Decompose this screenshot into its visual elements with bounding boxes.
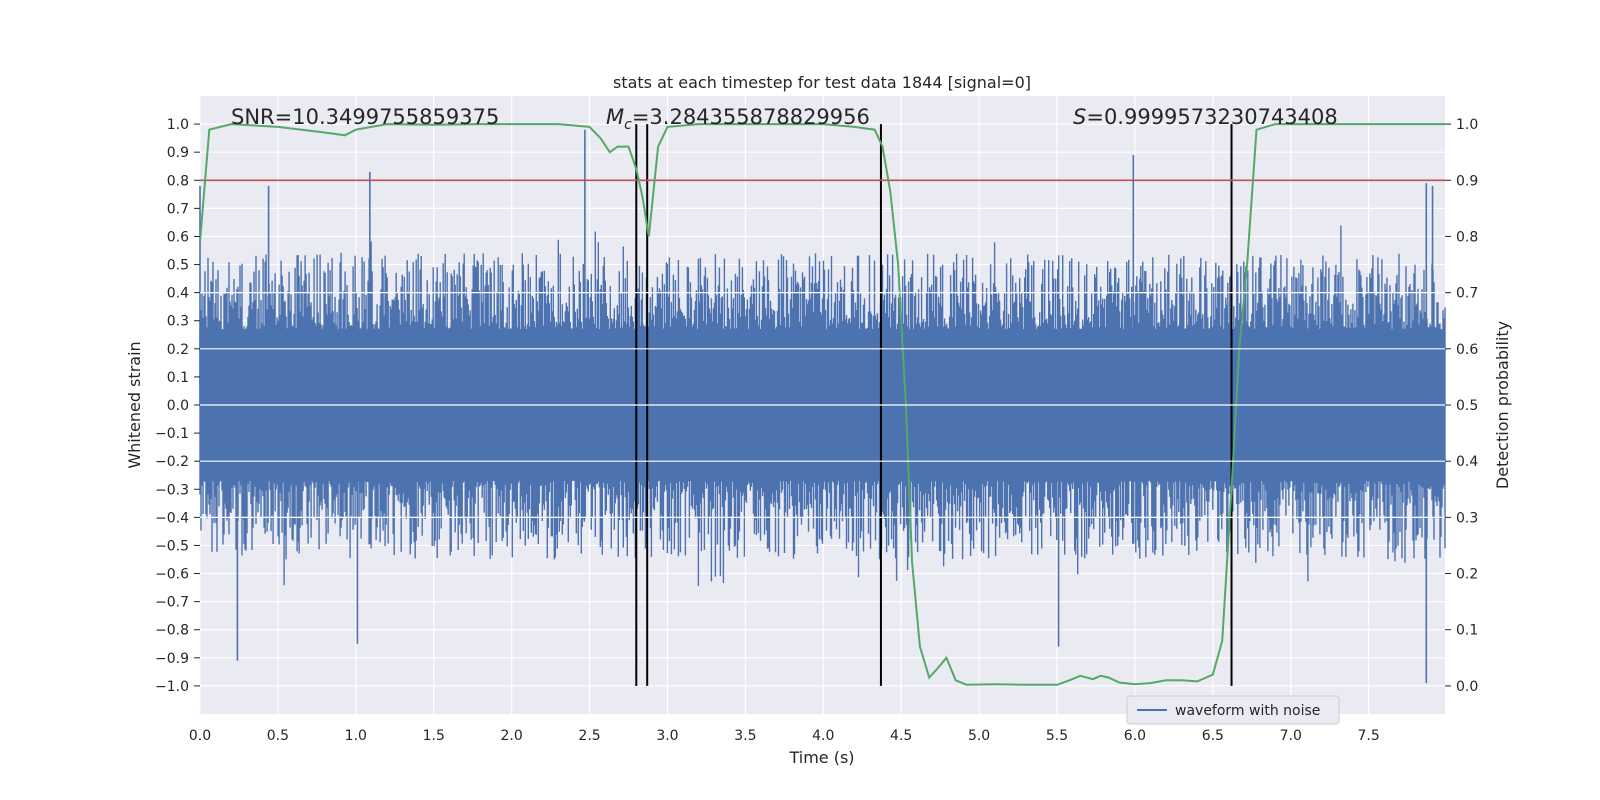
x-tick-label: 2.5	[578, 728, 600, 744]
y-tick-label: 0.3	[167, 314, 189, 330]
y-tick-label: 0.0	[167, 398, 189, 414]
y-tick-label: −0.3	[155, 482, 189, 498]
y2-axis-label: Detection probability	[1493, 321, 1512, 489]
y-tick-label: 1.0	[167, 117, 189, 133]
y-tick-label: −0.4	[155, 510, 189, 526]
y-tick-label: −0.2	[155, 454, 189, 470]
x-axis-label: Time (s)	[788, 748, 854, 767]
y-axis-label: Whitened strain	[125, 341, 144, 468]
s-annotation: S=0.9999573230743408	[1073, 105, 1338, 129]
strain-series	[199, 129, 1446, 684]
right-y-axis: 0.0 0.1 0.2 0.3 0.4 0.5 0.6 0.7 0.8 0.9 1.0	[1445, 117, 1478, 695]
strain-noise-band	[199, 225, 1446, 586]
y2-tick-label: 0.5	[1456, 398, 1478, 414]
y-tick-label: 0.2	[167, 342, 189, 358]
y2-tick-label: 0.0	[1456, 679, 1478, 695]
x-tick-label: 3.5	[734, 728, 756, 744]
x-tick-label: 4.5	[890, 728, 912, 744]
y-tick-label: 0.5	[167, 258, 189, 274]
chirp-mass-symbol: M	[606, 105, 624, 129]
x-tick-label: 6.0	[1124, 728, 1146, 744]
y2-tick-label: 0.3	[1456, 510, 1478, 526]
y2-tick-label: 0.6	[1456, 342, 1478, 358]
chirp-mass-annotation: Mc=3.284355878829956	[606, 105, 870, 133]
x-tick-label: 0.5	[267, 728, 289, 744]
chirp-mass-subscript: c	[624, 117, 632, 133]
y2-tick-label: 0.1	[1456, 623, 1478, 639]
y2-grid-lines	[200, 292, 1445, 518]
y-tick-label: 0.8	[167, 173, 189, 189]
chart-title: stats at each timestep for test data 184…	[613, 73, 1031, 92]
chirp-mass-value: =3.284355878829956	[632, 105, 870, 129]
left-y-axis: −1.0 −0.9 −0.8 −0.7 −0.6 −0.5 −0.4 −0.3 −0.2 −0.1…	[155, 117, 200, 695]
x-tick-label: 7.0	[1280, 728, 1302, 744]
y-tick-label: −0.8	[155, 623, 189, 639]
y-tick-label: −1.0	[155, 679, 189, 695]
x-tick-label: 3.0	[656, 728, 678, 744]
x-tick-label: 1.5	[423, 728, 445, 744]
s-symbol: S	[1073, 105, 1086, 129]
y-tick-label: −0.5	[155, 538, 189, 554]
x-tick-label: 2.0	[501, 728, 523, 744]
y-tick-label: −0.6	[155, 567, 189, 583]
x-axis: 0.0 0.5 1.0 1.5 2.0 2.5 3.0 3.5 4.0 4.5 5.0 5.5 6.0 6…	[189, 728, 1380, 744]
y2-tick-label: 0.8	[1456, 229, 1478, 245]
y-tick-label: −0.7	[155, 595, 189, 611]
y2-tick-label: 0.9	[1456, 173, 1478, 189]
x-tick-label: 6.5	[1202, 728, 1224, 744]
snr-annotation: SNR=10.3499755859375	[231, 105, 499, 129]
x-tick-label: 5.5	[1046, 728, 1068, 744]
legend: waveform with noise	[1126, 695, 1340, 725]
y-tick-label: −0.9	[155, 651, 189, 667]
y-tick-label: 0.9	[167, 145, 189, 161]
legend-box	[1126, 695, 1340, 725]
y-tick-label: 0.1	[167, 370, 189, 386]
x-tick-label: 7.5	[1358, 728, 1380, 744]
legend-label: waveform with noise	[1175, 703, 1320, 719]
y2-tick-label: 0.7	[1456, 286, 1478, 302]
s-value: =0.9999573230743408	[1086, 105, 1337, 129]
x-tick-label: 5.0	[968, 728, 990, 744]
x-tick-label: 4.0	[812, 728, 834, 744]
y2-tick-label: 0.2	[1456, 567, 1478, 583]
y-tick-label: 0.7	[167, 201, 189, 217]
y-tick-label: 0.6	[167, 229, 189, 245]
y2-tick-label: 1.0	[1456, 117, 1478, 133]
x-tick-label: 0.0	[189, 728, 211, 744]
y-tick-label: 0.4	[167, 286, 189, 302]
y2-tick-label: 0.4	[1456, 454, 1478, 470]
y-tick-label: −0.1	[155, 426, 189, 442]
x-tick-label: 1.0	[345, 728, 367, 744]
